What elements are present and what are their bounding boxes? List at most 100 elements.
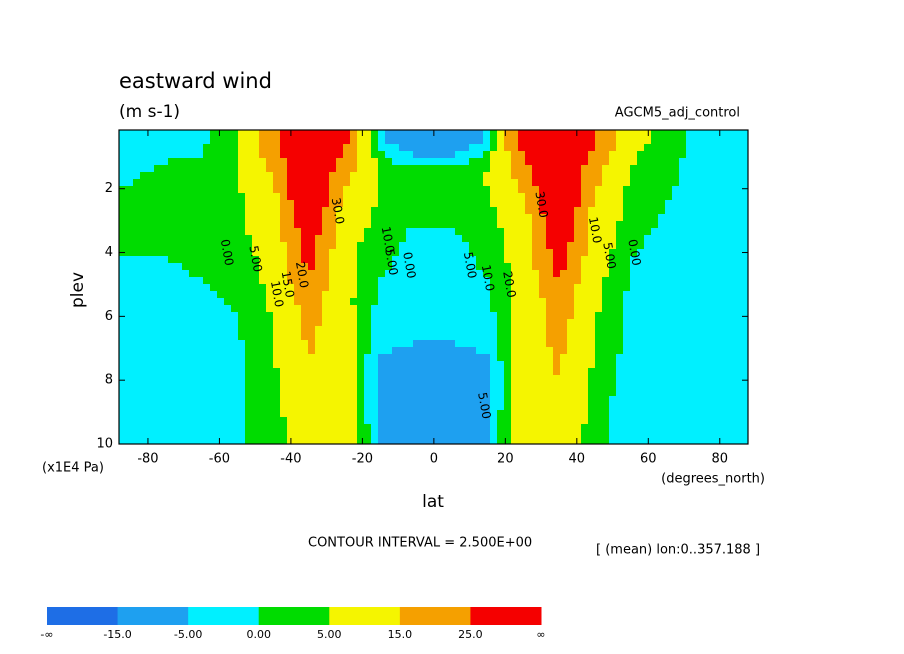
field-cell bbox=[378, 256, 386, 264]
field-cell bbox=[273, 221, 281, 229]
field-cell bbox=[308, 438, 316, 445]
field-cell bbox=[308, 368, 316, 376]
field-cell bbox=[616, 228, 624, 236]
field-cell bbox=[567, 438, 575, 445]
field-cell bbox=[630, 305, 638, 313]
x-tick-label: 60 bbox=[640, 452, 657, 467]
field-cell bbox=[686, 417, 694, 425]
field-cell bbox=[434, 354, 442, 362]
field-cell bbox=[413, 179, 421, 187]
field-cell bbox=[329, 200, 337, 208]
field-cell bbox=[686, 410, 694, 418]
field-cell bbox=[168, 312, 176, 320]
field-cell bbox=[343, 382, 351, 390]
field-cell bbox=[420, 179, 428, 187]
field-cell bbox=[161, 375, 169, 383]
field-cell bbox=[511, 270, 519, 278]
field-cell bbox=[189, 256, 197, 264]
field-cell bbox=[455, 228, 463, 236]
field-cell bbox=[259, 389, 267, 397]
field-cell bbox=[161, 284, 169, 292]
field-cell bbox=[245, 242, 253, 250]
field-cell bbox=[392, 389, 400, 397]
field-cell bbox=[266, 221, 274, 229]
field-cell bbox=[357, 214, 365, 222]
field-cell bbox=[280, 228, 288, 236]
field-cell bbox=[315, 277, 323, 285]
field-cell bbox=[224, 291, 232, 299]
field-cell bbox=[504, 277, 512, 285]
field-cell bbox=[700, 417, 708, 425]
field-cell bbox=[616, 193, 624, 201]
field-cell bbox=[525, 228, 533, 236]
field-cell bbox=[574, 270, 582, 278]
field-cell bbox=[602, 228, 610, 236]
field-cell bbox=[672, 214, 680, 222]
field-cell bbox=[203, 137, 211, 145]
field-cell bbox=[511, 319, 519, 327]
field-cell bbox=[315, 256, 323, 264]
field-cell bbox=[651, 242, 659, 250]
field-cell bbox=[189, 242, 197, 250]
field-cell bbox=[553, 200, 561, 208]
field-cell bbox=[434, 235, 442, 243]
field-cell bbox=[448, 396, 456, 404]
field-cell bbox=[700, 242, 708, 250]
field-cell bbox=[287, 193, 295, 201]
field-cell bbox=[616, 144, 624, 152]
field-cell bbox=[469, 368, 477, 376]
field-cell bbox=[560, 326, 568, 334]
field-cell bbox=[168, 249, 176, 257]
field-cell bbox=[700, 298, 708, 306]
field-cell bbox=[476, 375, 484, 383]
field-cell bbox=[539, 172, 547, 180]
field-cell bbox=[182, 375, 190, 383]
field-cell bbox=[280, 193, 288, 201]
field-cell bbox=[266, 305, 274, 313]
field-cell bbox=[413, 172, 421, 180]
field-cell bbox=[154, 305, 162, 313]
field-cell bbox=[147, 354, 155, 362]
field-cell bbox=[469, 137, 477, 145]
field-cell bbox=[406, 424, 414, 432]
field-cell bbox=[742, 417, 749, 425]
field-cell bbox=[560, 228, 568, 236]
field-cell bbox=[644, 382, 652, 390]
field-cell bbox=[721, 333, 729, 341]
field-cell bbox=[469, 172, 477, 180]
field-cell bbox=[133, 284, 141, 292]
field-cell bbox=[133, 270, 141, 278]
field-cell bbox=[525, 396, 533, 404]
field-cell bbox=[623, 277, 631, 285]
field-cell bbox=[336, 186, 344, 194]
field-cell bbox=[427, 172, 435, 180]
field-cell bbox=[630, 207, 638, 215]
field-cell bbox=[371, 277, 379, 285]
field-cell bbox=[315, 186, 323, 194]
field-cell bbox=[462, 221, 470, 229]
field-cell bbox=[427, 312, 435, 320]
field-cell bbox=[728, 389, 736, 397]
field-cell bbox=[287, 137, 295, 145]
field-cell bbox=[147, 263, 155, 271]
field-cell bbox=[154, 431, 162, 439]
field-cell bbox=[665, 326, 673, 334]
field-cell bbox=[476, 417, 484, 425]
field-cell bbox=[427, 158, 435, 166]
field-cell bbox=[385, 333, 393, 341]
field-cell bbox=[294, 396, 302, 404]
field-cell bbox=[665, 186, 673, 194]
field-cell bbox=[154, 221, 162, 229]
field-cell bbox=[119, 396, 127, 404]
field-cell bbox=[637, 354, 645, 362]
field-cell bbox=[161, 298, 169, 306]
field-cell bbox=[504, 382, 512, 390]
contour-label: 10.0 bbox=[268, 280, 286, 309]
field-cell bbox=[658, 165, 666, 173]
field-cell bbox=[490, 256, 498, 264]
field-cell bbox=[539, 137, 547, 145]
field-cell bbox=[679, 291, 687, 299]
field-cell bbox=[623, 151, 631, 159]
field-cell bbox=[126, 333, 134, 341]
field-cell bbox=[469, 193, 477, 201]
